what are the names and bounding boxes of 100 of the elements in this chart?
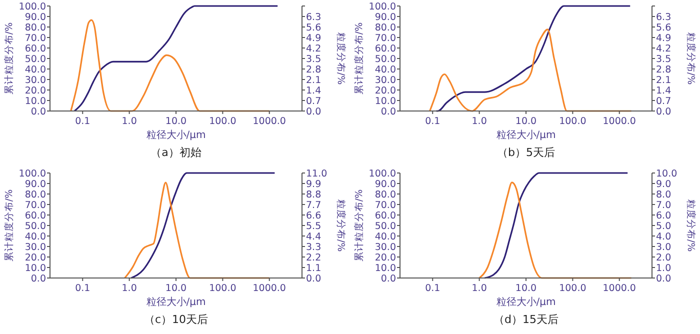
x-tick-label: 10.0 xyxy=(515,116,537,127)
y2-tick-label: 2.0 xyxy=(656,252,672,264)
x-tick-label: 0.1 xyxy=(75,116,90,127)
x-tick-label: 100.0 xyxy=(559,116,586,127)
x-tick-label: 1000.0 xyxy=(252,283,286,294)
y-tick-label: 30.0 xyxy=(24,74,46,86)
y-tick-label: 70.0 xyxy=(374,200,396,211)
y-tick-label: 20.0 xyxy=(24,85,46,96)
x-tick-label: 100.0 xyxy=(209,283,236,294)
x-tick-label: 1.0 xyxy=(122,116,137,127)
y-tick-label: 0.0 xyxy=(380,106,396,118)
x-axis-title: 粒径大小/μm xyxy=(496,296,556,308)
y-tick-label: 60.0 xyxy=(24,43,46,54)
y2-tick-label: 0.0 xyxy=(306,106,322,118)
y-axis-title: 累计粒度分布/% xyxy=(3,189,15,262)
y-tick-label: 80.0 xyxy=(24,189,46,200)
y2-tick-label: 6.6 xyxy=(306,210,322,222)
y2-tick-label: 0.7 xyxy=(306,96,322,107)
y2-axis-title: 粒度分布/% xyxy=(335,199,347,252)
y2-tick-label: 2.1 xyxy=(656,74,672,86)
y-tick-label: 100.0 xyxy=(18,1,46,12)
y-tick-label: 50.0 xyxy=(374,220,396,232)
y-tick-label: 0.0 xyxy=(30,273,46,284)
y2-axis-title: 粒度分布/% xyxy=(335,32,347,85)
y-tick-label: 70.0 xyxy=(24,32,46,44)
y2-tick-label: 10.0 xyxy=(656,168,678,180)
y2-tick-label: 5.6 xyxy=(656,22,672,34)
y2-tick-label: 0.7 xyxy=(656,96,672,107)
y-tick-label: 10.0 xyxy=(24,262,46,274)
x-tick-label: 10.0 xyxy=(165,283,187,294)
text: （a）初始 xyxy=(150,146,202,159)
y2-tick-label: 1.4 xyxy=(306,85,322,96)
x-tick-label: 0.1 xyxy=(425,283,440,294)
y-tick-label: 100.0 xyxy=(18,168,46,180)
x-axis-title: 粒径大小/μm xyxy=(146,296,206,308)
x-tick-label: 0.1 xyxy=(425,116,440,127)
y-tick-label: 10.0 xyxy=(374,262,396,274)
y-tick-label: 30.0 xyxy=(374,74,396,86)
x-tick-label: 100.0 xyxy=(559,283,586,294)
x-axis-title: 粒径大小/μm xyxy=(496,129,556,141)
y-tick-label: 80.0 xyxy=(24,22,46,34)
y-tick-label: 10.0 xyxy=(24,96,46,107)
y2-tick-label: 4.4 xyxy=(306,231,322,242)
y2-tick-label: 4.2 xyxy=(306,43,322,54)
y2-tick-label: 4.2 xyxy=(656,43,672,54)
y2-tick-label: 1.4 xyxy=(656,85,672,96)
x-tick-label: 1000.0 xyxy=(602,283,636,294)
y2-tick-label: 1.1 xyxy=(306,262,322,274)
y2-tick-label: 0.0 xyxy=(656,273,672,284)
y2-tick-label: 7.0 xyxy=(656,200,672,211)
x-tick-label: 1.0 xyxy=(472,283,487,294)
y-axis-title: 累计粒度分布/% xyxy=(353,189,365,262)
y-tick-label: 60.0 xyxy=(24,210,46,222)
y2-tick-label: 11.0 xyxy=(306,168,328,180)
y2-tick-label: 5.0 xyxy=(656,220,672,232)
y-axis-title: 累计粒度分布/% xyxy=(3,22,15,95)
y-tick-label: 40.0 xyxy=(24,231,46,242)
y-tick-label: 40.0 xyxy=(374,231,396,242)
y2-tick-label: 0.0 xyxy=(656,106,672,118)
y2-tick-label: 3.5 xyxy=(656,54,672,65)
x-tick-label: 1000.0 xyxy=(602,116,636,127)
y-tick-label: 0.0 xyxy=(30,106,46,118)
x-tick-label: 1.0 xyxy=(122,283,137,294)
y-tick-label: 30.0 xyxy=(24,242,46,253)
y-tick-label: 70.0 xyxy=(24,200,46,211)
y2-tick-label: 3.3 xyxy=(306,242,322,253)
y-tick-label: 20.0 xyxy=(374,85,396,96)
y2-tick-label: 3.5 xyxy=(306,54,322,65)
y2-tick-label: 4.9 xyxy=(656,32,672,44)
y-tick-label: 20.0 xyxy=(24,252,46,264)
y2-tick-label: 6.0 xyxy=(656,210,672,222)
y-tick-label: 100.0 xyxy=(368,1,396,12)
y-tick-label: 80.0 xyxy=(374,189,396,200)
y2-tick-label: 9.0 xyxy=(656,178,672,190)
y2-tick-label: 5.5 xyxy=(306,220,322,232)
y-tick-label: 100.0 xyxy=(368,168,396,180)
y-tick-label: 40.0 xyxy=(374,64,396,76)
x-tick-label: 0.1 xyxy=(75,283,90,294)
y2-axis-title: 粒度分布/% xyxy=(685,32,697,85)
y2-tick-label: 6.3 xyxy=(306,12,322,23)
y-tick-label: 90.0 xyxy=(24,12,46,23)
y2-tick-label: 1.0 xyxy=(656,262,672,274)
text: （c）10天后 xyxy=(144,313,208,326)
y2-tick-label: 2.1 xyxy=(306,74,322,86)
x-tick-label: 100.0 xyxy=(209,116,236,127)
y-tick-label: 60.0 xyxy=(374,210,396,222)
y2-tick-label: 6.3 xyxy=(656,12,672,23)
y2-tick-label: 0.0 xyxy=(306,273,322,284)
x-tick-label: 1000.0 xyxy=(252,116,286,127)
y2-tick-label: 5.6 xyxy=(306,22,322,34)
y-tick-label: 10.0 xyxy=(374,96,396,107)
y-tick-label: 90.0 xyxy=(374,12,396,23)
y2-tick-label: 3.0 xyxy=(656,242,672,253)
y-tick-label: 50.0 xyxy=(24,220,46,232)
y2-tick-label: 2.8 xyxy=(306,64,322,76)
y-tick-label: 90.0 xyxy=(374,178,396,190)
y-tick-label: 80.0 xyxy=(374,22,396,34)
x-axis-title: 粒径大小/μm xyxy=(146,129,206,141)
y2-tick-label: 4.0 xyxy=(656,231,672,242)
y-tick-label: 60.0 xyxy=(374,43,396,54)
